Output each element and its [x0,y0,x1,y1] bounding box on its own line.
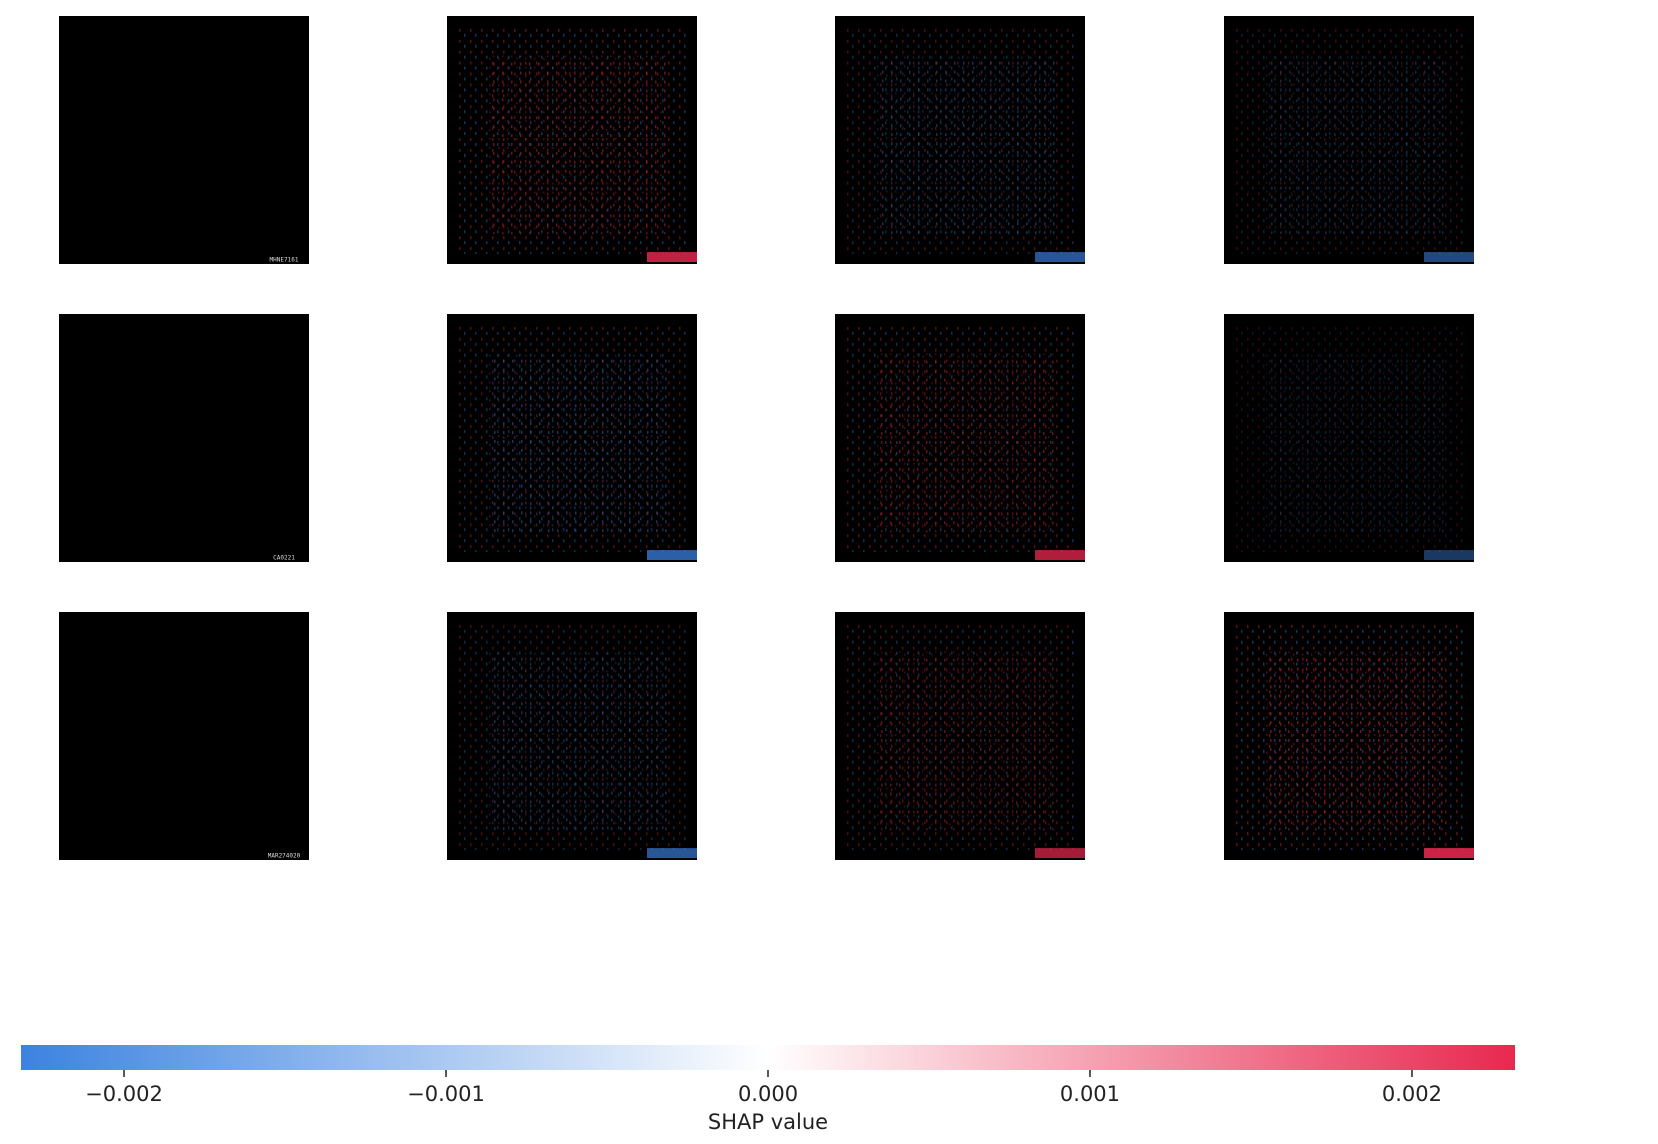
colorbar-tick-label: −0.002 [85,1082,163,1106]
attribution-overlay-dominant [1264,353,1444,533]
shap-explanation-image [447,612,697,860]
colorbar-tick-label: 0.002 [1382,1082,1442,1106]
specimen-tag-text: CA0221 [273,555,295,562]
attribution-overlay-dominant [1264,55,1444,235]
specimen-tag [259,850,309,860]
label-attribution [1035,550,1085,561]
colorbar: −0.002 −0.001 0.000 0.001 0.002 SHAP value [21,1045,1515,1134]
original-image: CA0221 [59,314,309,562]
shap-explanation-image [447,16,697,264]
label-attribution [647,550,697,561]
attribution-overlay-dominant [487,353,667,533]
attribution-overlay-dominant [487,651,667,831]
shap-explanation-image [1224,612,1474,860]
label-attribution [1424,550,1474,561]
colorbar-tick-label: 0.000 [738,1082,798,1106]
attribution-overlay-dominant [487,55,667,235]
label-attribution [1424,848,1474,859]
attribution-overlay-dominant [875,353,1055,533]
label-attribution [647,848,697,859]
label-attribution [1424,252,1474,263]
shap-explanation-image [835,16,1085,264]
original-image: MAR274020 [59,612,309,860]
image-grid: MHNE7161 CA0221 MAR274020 [59,16,1474,860]
colorbar-gradient [21,1045,1515,1070]
shap-explanation-image [1224,16,1474,264]
label-attribution [1035,848,1085,859]
label-attribution [1035,252,1085,263]
specimen-tag-text: MHNE7161 [270,257,299,264]
shap-explanation-image [835,612,1085,860]
attribution-overlay-dominant [875,651,1055,831]
specimen-tag [259,552,309,562]
specimen-tag [259,254,309,264]
label-attribution [647,252,697,263]
attribution-overlay-dominant [875,55,1055,235]
colorbar-tick-label: 0.001 [1060,1082,1120,1106]
shap-explanation-image [1224,314,1474,562]
shap-explanation-image [835,314,1085,562]
colorbar-tick-label: −0.001 [407,1082,485,1106]
original-image: MHNE7161 [59,16,309,264]
shap-explanation-image [447,314,697,562]
specimen-tag-text: MAR274020 [268,853,301,860]
colorbar-axis-label: SHAP value [708,1110,828,1134]
attribution-overlay-dominant [1264,651,1444,831]
